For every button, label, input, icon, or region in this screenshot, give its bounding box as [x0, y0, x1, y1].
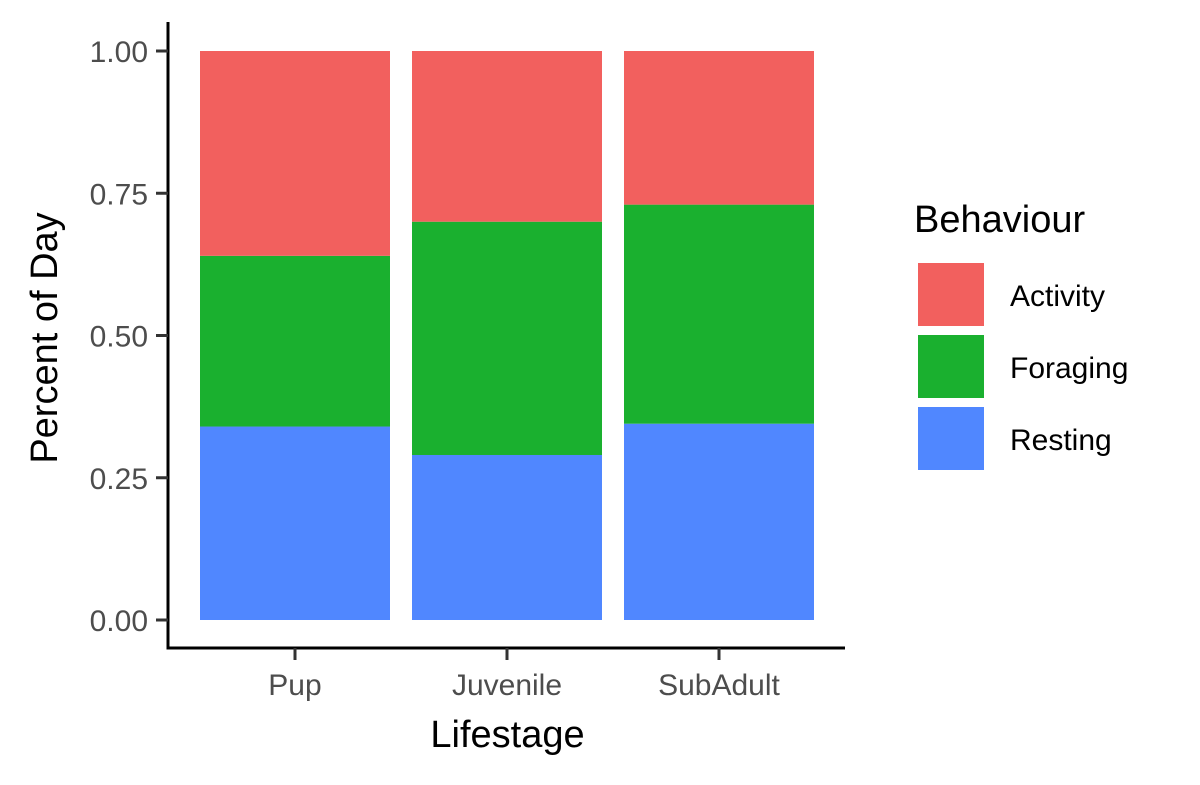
- legend-label-activity: Activity: [1010, 280, 1105, 313]
- bar-stack-juvenile: [412, 51, 602, 620]
- bar-stack-pup: [200, 51, 390, 620]
- x-tick-label-pup: Pup: [268, 669, 321, 702]
- legend-swatch-resting: [918, 407, 984, 470]
- legend-item-activity: Activity: [918, 263, 1105, 326]
- y-ticks: 0.00 0.25 0.50 0.75 1.00: [90, 36, 168, 638]
- bar-juvenile-activity: [412, 51, 602, 222]
- x-tick-label-juvenile: Juvenile: [452, 669, 562, 702]
- legend-swatch-foraging: [918, 335, 984, 398]
- bar-juvenile-resting: [412, 454, 602, 620]
- legend-label-resting: Resting: [1010, 424, 1112, 457]
- bar-juvenile-foraging: [412, 221, 602, 455]
- y-axis-title: Percent of Day: [24, 212, 66, 463]
- y-tick-label: 0.25: [90, 463, 148, 496]
- x-ticks: Pup Juvenile SubAdult: [268, 648, 781, 702]
- legend-swatch-activity: [918, 263, 984, 326]
- bar-subadult-activity: [624, 51, 814, 205]
- y-tick-label: 1.00: [90, 36, 148, 69]
- bar-pup-foraging: [200, 255, 390, 427]
- legend-title: Behaviour: [914, 199, 1085, 241]
- bar-pup-resting: [200, 426, 390, 620]
- bar-stack-subadult: [624, 51, 814, 620]
- bars-layer: [200, 51, 814, 620]
- legend-item-foraging: Foraging: [918, 335, 1128, 398]
- bar-subadult-resting: [624, 423, 814, 620]
- bar-subadult-foraging: [624, 204, 814, 424]
- legend-item-resting: Resting: [918, 407, 1112, 470]
- x-tick-label-subadult: SubAdult: [658, 669, 780, 702]
- bar-pup-activity: [200, 51, 390, 256]
- legend-label-foraging: Foraging: [1010, 352, 1128, 385]
- legend-items: Activity Foraging Resting: [918, 263, 1128, 470]
- x-axis-title: Lifestage: [430, 714, 584, 756]
- y-tick-label: 0.00: [90, 605, 148, 638]
- y-tick-label: 0.50: [90, 321, 148, 354]
- y-tick-label: 0.75: [90, 178, 148, 211]
- legend: Behaviour Activity Foraging Resting: [914, 199, 1128, 470]
